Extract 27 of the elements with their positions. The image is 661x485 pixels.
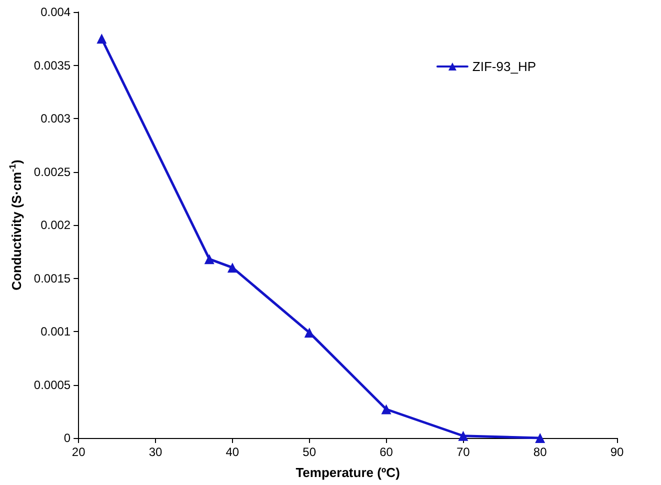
y-tick-label: 0.002 — [40, 218, 71, 232]
x-tick-label: 90 — [610, 445, 624, 459]
point — [381, 404, 392, 414]
x-tick-label: 40 — [226, 445, 240, 459]
point — [96, 34, 107, 44]
y-tick-label: 0.0025 — [34, 164, 71, 179]
point — [204, 254, 214, 264]
y-tick-label: 0.0005 — [34, 378, 71, 392]
legend-label: ZIF-93_HP — [472, 59, 536, 74]
point — [535, 433, 546, 443]
y-tick-label: 0.0035 — [34, 58, 71, 72]
y-tick-label: 0.001 — [40, 324, 71, 338]
point — [227, 262, 238, 273]
x-tick-label: 70 — [456, 445, 470, 459]
y-tick-label: 0 — [64, 431, 71, 445]
x-tick-label: 60 — [380, 445, 394, 459]
y-axis-title: Conductivity (S·cm-1) — [8, 160, 24, 290]
point — [304, 328, 314, 338]
x-tick-label: 20 — [72, 445, 86, 459]
y-tick-label: 0.003 — [40, 112, 71, 126]
x-axis-title: Temperature (ºC) — [296, 465, 400, 480]
x-tick-label: 80 — [533, 445, 548, 459]
x-tick-label: 50 — [302, 445, 316, 459]
point — [458, 430, 468, 441]
y-tick-label: 0.004 — [40, 5, 71, 19]
y-tick-label: 0.0015 — [34, 271, 71, 286]
x-tick-label: 30 — [148, 445, 163, 459]
